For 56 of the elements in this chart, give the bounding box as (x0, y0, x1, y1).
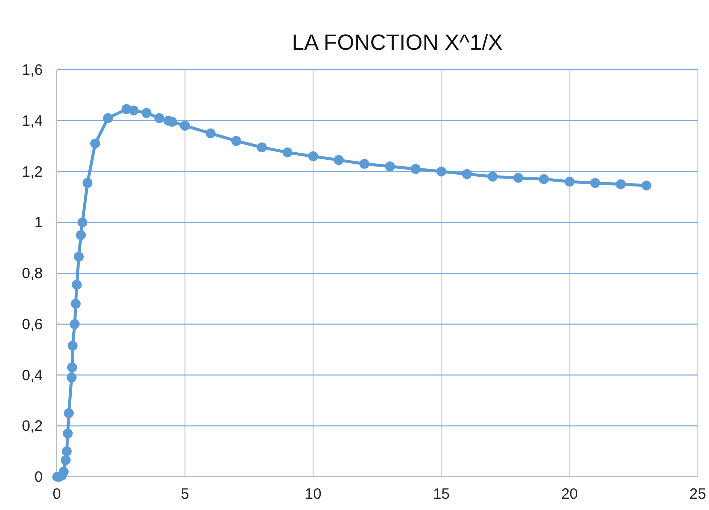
point (70, 319, 80, 330)
point (72, 280, 82, 290)
chart-title: LA FONCTION X^1/X (292, 30, 504, 55)
y-tick-label: 1,4 (22, 112, 43, 130)
y-tick-label: 0,8 (22, 266, 43, 282)
point (64, 408, 74, 418)
point (70, 299, 81, 310)
y-tick-label: 1 (34, 214, 43, 232)
point (78, 218, 88, 228)
point (514, 173, 524, 184)
point (642, 180, 652, 191)
point (282, 148, 293, 158)
x-tick-label: 20 (561, 486, 578, 503)
x-tick-label: 15 (433, 486, 450, 503)
point (76, 230, 86, 240)
point (564, 176, 575, 187)
point (128, 106, 139, 116)
point (68, 340, 78, 351)
y-tick-label: 1,2 (22, 164, 43, 181)
point (74, 252, 84, 262)
point (410, 164, 421, 174)
point (62, 446, 72, 457)
point (231, 136, 242, 146)
y-tick-label: 0 (34, 469, 43, 486)
point (90, 138, 100, 149)
x-tick-label: 0 (52, 486, 62, 503)
point (488, 172, 498, 182)
point (462, 169, 472, 180)
point (82, 178, 93, 188)
point (360, 159, 370, 170)
point (60, 455, 71, 466)
y-tick-label: 0,6 (22, 316, 43, 334)
point (616, 179, 626, 190)
x-tick-label: 25 (690, 486, 706, 503)
y-tick-label: 1,6 (22, 62, 43, 79)
point (103, 113, 114, 124)
point (67, 362, 78, 373)
point (58, 466, 69, 477)
point (167, 117, 178, 128)
point (539, 174, 550, 184)
point (180, 120, 190, 131)
x-tick-label: 5 (181, 486, 190, 503)
point (590, 178, 600, 188)
y-tick-label: 0,4 (22, 367, 43, 384)
point (308, 151, 318, 162)
point (63, 428, 74, 439)
x-tick-label: 10 (305, 486, 322, 503)
point (334, 155, 344, 166)
point (385, 162, 396, 172)
y-tick-label: 0,2 (22, 418, 43, 436)
point (142, 108, 152, 118)
point (206, 128, 216, 139)
point (154, 113, 165, 124)
point (257, 142, 268, 153)
point (66, 372, 77, 383)
point (436, 166, 447, 177)
